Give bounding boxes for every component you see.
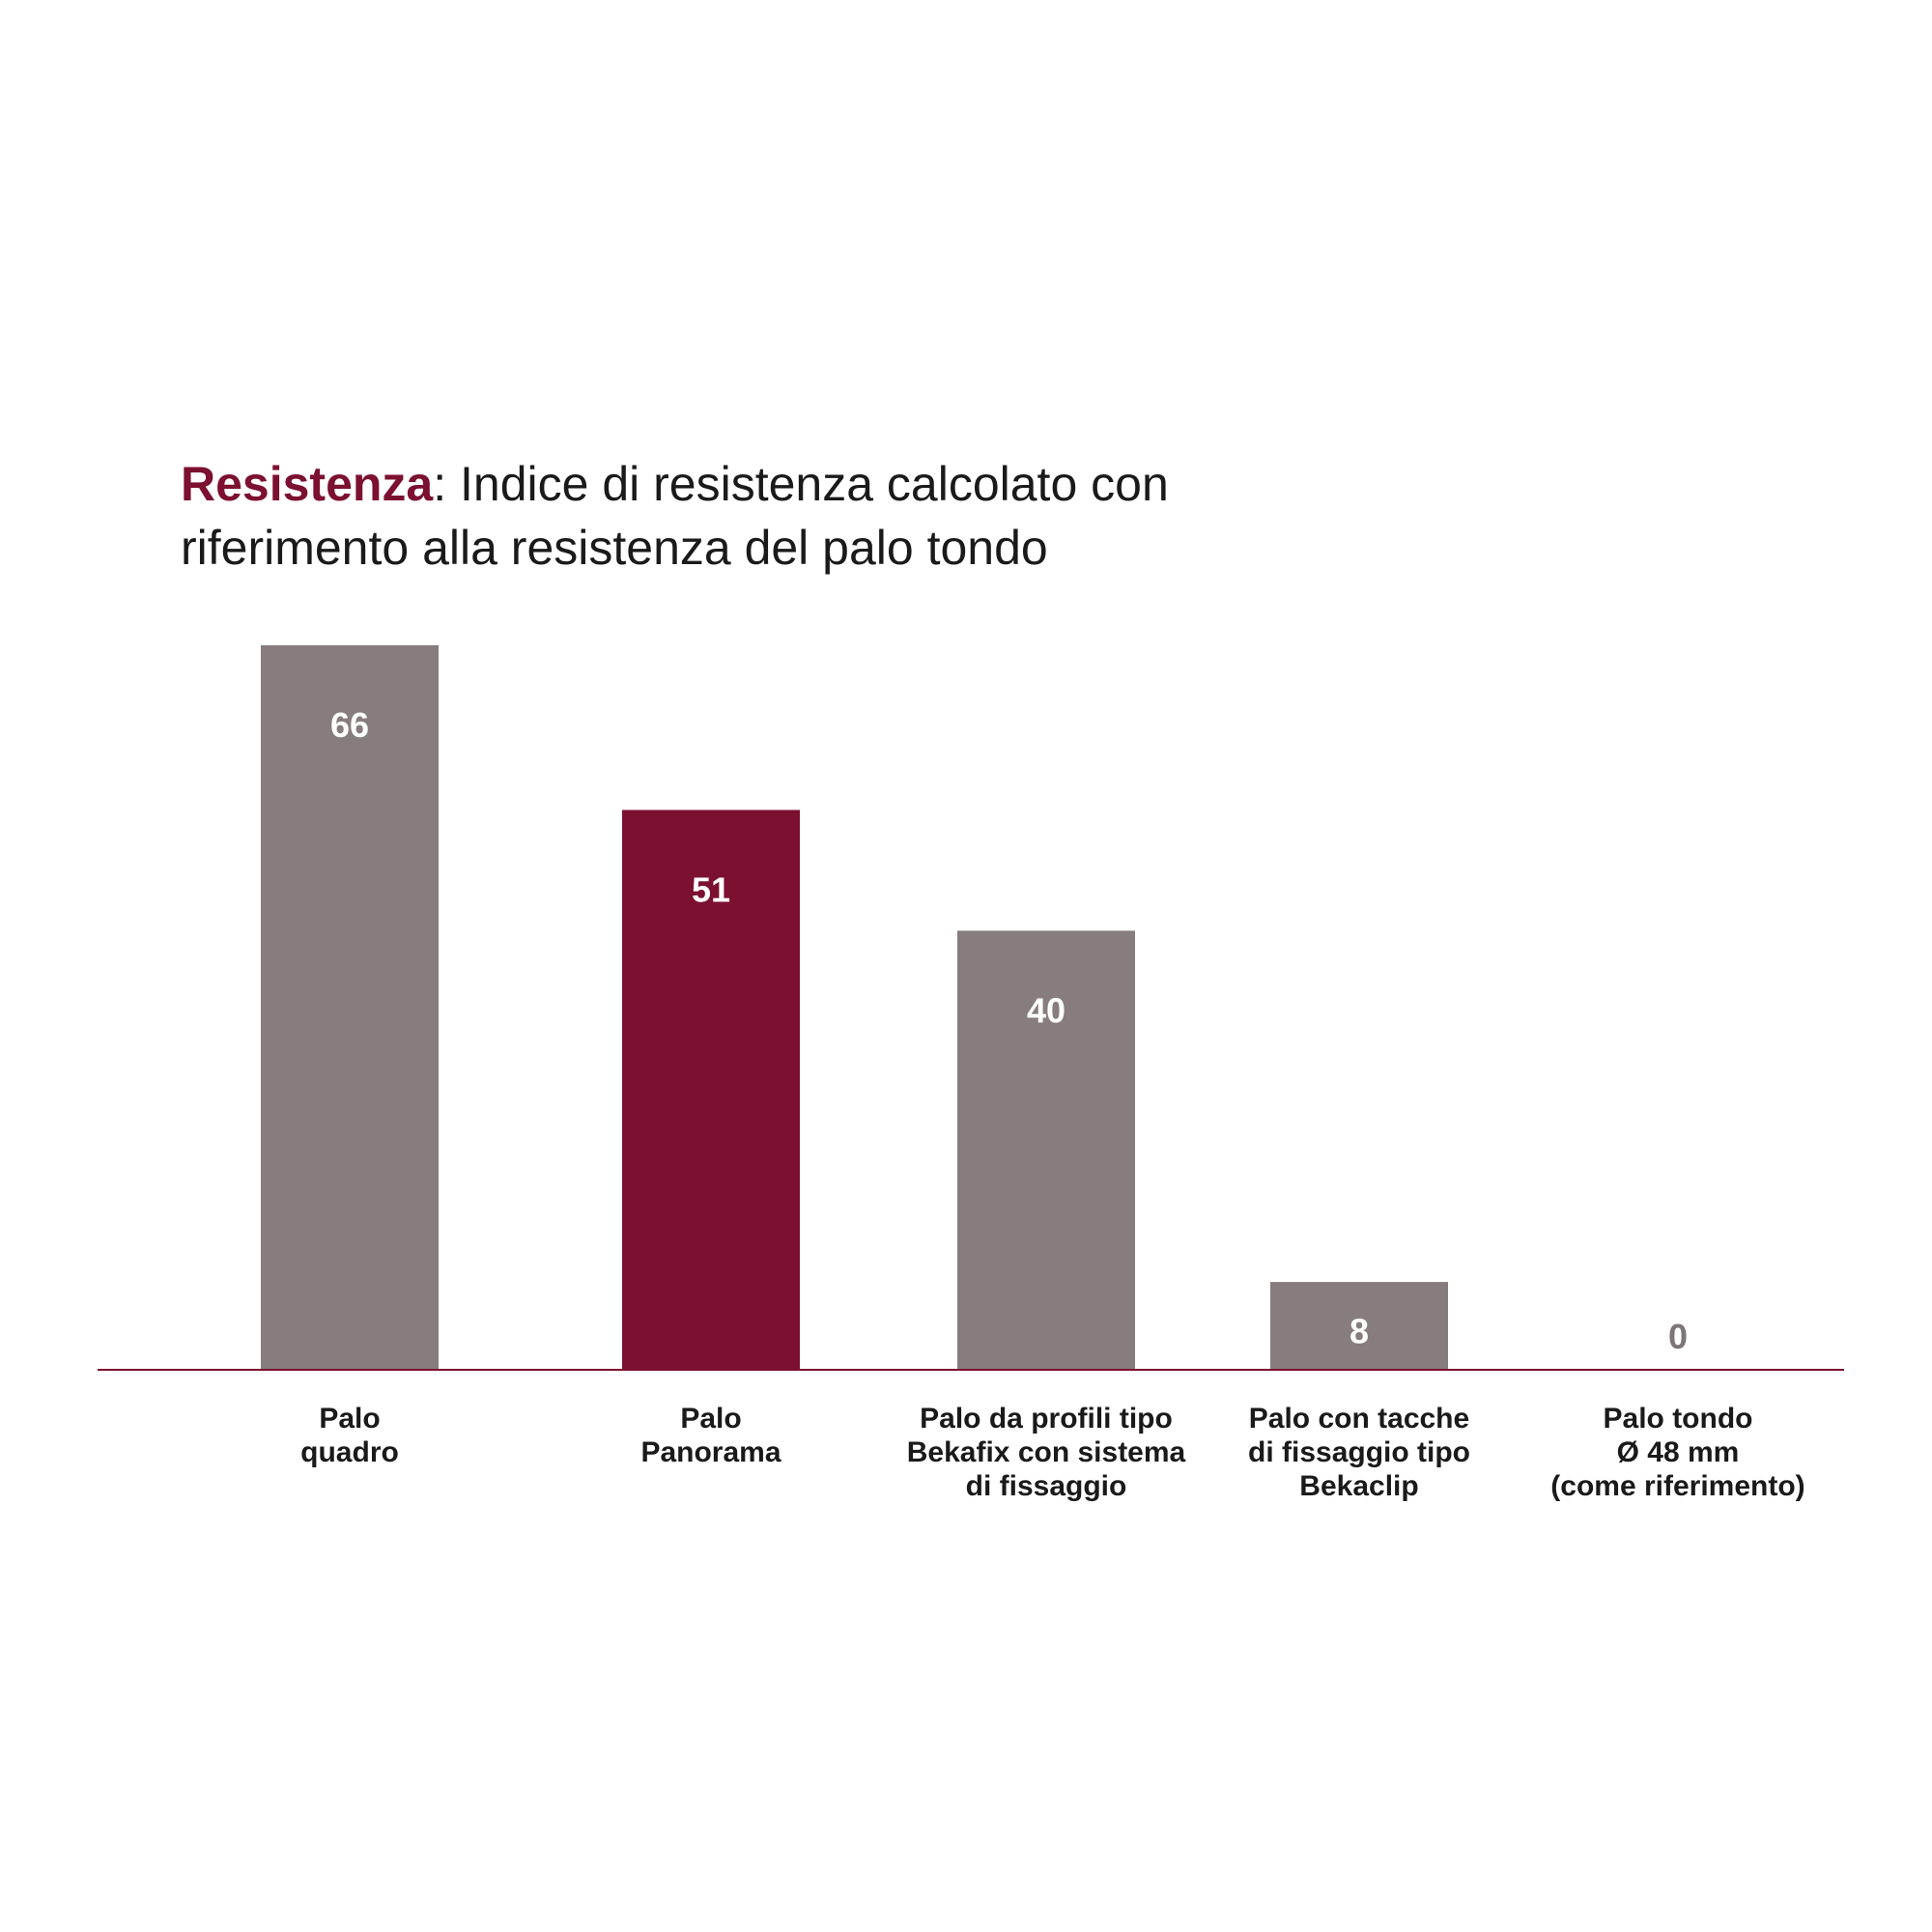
category-label-3-2: Bekaclip (1299, 1470, 1418, 1502)
category-label-4-1: Ø 48 mm (1617, 1436, 1740, 1468)
category-label-3-0: Palo con tacche (1249, 1403, 1469, 1435)
category-label-3-1: di fissaggio tipo (1248, 1436, 1470, 1468)
category-label-2-1: Bekafix con sistema (907, 1436, 1186, 1468)
category-label-1-0: Palo (680, 1403, 741, 1435)
category-label-1-1: Panorama (640, 1436, 781, 1468)
bar-1 (622, 810, 800, 1370)
value-label-4: 0 (1668, 1317, 1688, 1356)
bar-3 (1270, 1282, 1448, 1370)
value-label-3: 8 (1350, 1312, 1369, 1351)
category-label-0-0: Palo (319, 1403, 380, 1435)
bar-2 (957, 930, 1135, 1370)
bar-0 (261, 645, 439, 1370)
value-label-0: 66 (330, 705, 369, 745)
title-text: : Indice di resistenza calcolato con rif… (181, 457, 1169, 575)
category-label-4-0: Palo tondo (1604, 1403, 1753, 1435)
value-label-1: 51 (692, 869, 730, 909)
category-label-2-0: Palo da profili tipo (920, 1403, 1173, 1435)
value-label-2: 40 (1027, 990, 1065, 1030)
category-label-4-2: (come riferimento) (1550, 1470, 1804, 1502)
title-highlight: Resistenza (181, 457, 434, 511)
category-label-0-1: quadro (300, 1436, 399, 1468)
category-label-2-2: di fissaggio (966, 1470, 1127, 1502)
chart-title: Resistenza: Indice di resistenza calcola… (181, 452, 1340, 580)
